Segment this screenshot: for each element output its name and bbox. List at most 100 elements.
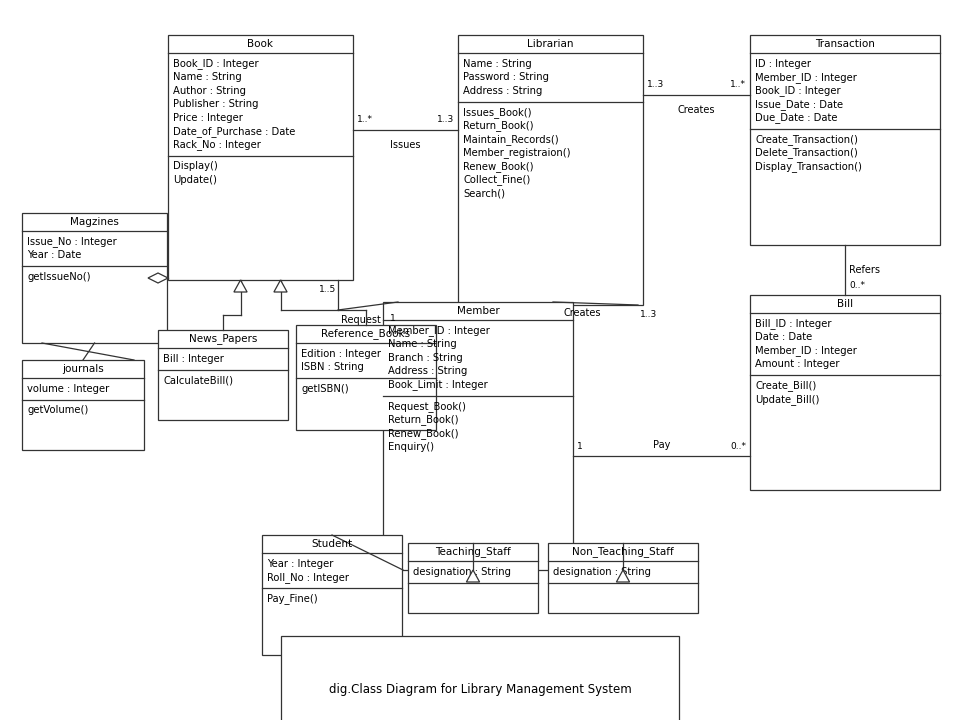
Text: News_Papers: News_Papers — [189, 333, 257, 344]
Text: Issue_No : Integer: Issue_No : Integer — [27, 236, 117, 247]
Text: Issue_Date : Date: Issue_Date : Date — [755, 99, 843, 109]
Text: Branch : String: Branch : String — [388, 353, 463, 363]
Text: 1..3: 1..3 — [640, 310, 658, 319]
Text: Bill: Bill — [837, 299, 853, 309]
Bar — [383, 302, 573, 570]
Text: Member: Member — [457, 306, 499, 316]
Text: Maintain_Records(): Maintain_Records() — [463, 134, 559, 145]
Text: 1: 1 — [577, 442, 583, 451]
Bar — [750, 35, 940, 245]
Text: Issues_Book(): Issues_Book() — [463, 107, 532, 117]
Text: Enquiry(): Enquiry() — [388, 442, 434, 451]
Text: Pay_Fine(): Pay_Fine() — [267, 593, 318, 604]
Bar — [262, 535, 402, 655]
Text: dig.Class Diagram for Library Management System: dig.Class Diagram for Library Management… — [328, 683, 632, 696]
Text: Address : String: Address : String — [463, 86, 542, 96]
Bar — [22, 360, 144, 450]
Bar — [548, 543, 698, 613]
Text: Non_Teaching_Staff: Non_Teaching_Staff — [572, 546, 674, 557]
Polygon shape — [467, 570, 480, 582]
Text: Due_Date : Date: Due_Date : Date — [755, 112, 837, 123]
Polygon shape — [234, 280, 247, 292]
Text: Create_Transaction(): Create_Transaction() — [755, 134, 858, 145]
Text: Delete_Transaction(): Delete_Transaction() — [755, 148, 857, 158]
Text: Rack_No : Integer: Rack_No : Integer — [173, 139, 261, 150]
Text: Search(): Search() — [463, 188, 505, 198]
Text: Book_ID : Integer: Book_ID : Integer — [755, 85, 841, 96]
Text: Collect_Fine(): Collect_Fine() — [463, 174, 530, 185]
Text: Member_ID : Integer: Member_ID : Integer — [755, 346, 857, 356]
Text: Author : String: Author : String — [173, 86, 246, 96]
Text: CalculateBill(): CalculateBill() — [163, 375, 233, 385]
Text: Amount : Integer: Amount : Integer — [755, 359, 839, 369]
Text: Transaction: Transaction — [815, 39, 875, 49]
Text: Book: Book — [248, 39, 274, 49]
Text: journals: journals — [62, 364, 104, 374]
Text: Create_Bill(): Create_Bill() — [755, 380, 816, 391]
Text: Year : Date: Year : Date — [27, 251, 82, 260]
Text: Member_ID : Integer: Member_ID : Integer — [388, 325, 490, 336]
Bar — [458, 35, 643, 305]
Text: ID : Integer: ID : Integer — [755, 59, 811, 68]
Text: Creates: Creates — [678, 105, 715, 115]
Text: Student: Student — [311, 539, 352, 549]
Text: Update(): Update() — [173, 175, 217, 185]
Text: 1..*: 1..* — [730, 80, 746, 89]
Text: Return_Book(): Return_Book() — [388, 414, 459, 426]
Text: Name : String: Name : String — [388, 339, 457, 349]
Text: 0..*: 0..* — [730, 442, 746, 451]
Text: Edition : Integer: Edition : Integer — [301, 348, 381, 359]
Text: Name : String: Name : String — [463, 59, 532, 68]
Text: Book_Limit : Integer: Book_Limit : Integer — [388, 379, 488, 390]
Text: Update_Bill(): Update_Bill() — [755, 394, 820, 405]
Text: Password : String: Password : String — [463, 72, 549, 82]
Text: Address : String: Address : String — [388, 366, 468, 377]
Bar — [296, 325, 436, 430]
Text: 0..*: 0..* — [849, 281, 865, 290]
Text: Refers: Refers — [849, 265, 880, 275]
Text: Publisher : String: Publisher : String — [173, 99, 258, 109]
Text: 1..3: 1..3 — [437, 115, 454, 124]
Text: Date_of_Purchase : Date: Date_of_Purchase : Date — [173, 126, 296, 137]
Text: Year : Integer: Year : Integer — [267, 559, 333, 569]
Text: Renew_Book(): Renew_Book() — [388, 428, 459, 438]
Polygon shape — [148, 273, 168, 283]
Text: ISBN : String: ISBN : String — [301, 362, 364, 372]
Bar — [408, 543, 538, 613]
Text: Roll_No : Integer: Roll_No : Integer — [267, 572, 349, 582]
Text: 1..*: 1..* — [357, 115, 373, 124]
Text: 1..3: 1..3 — [647, 80, 664, 89]
Text: Return_Book(): Return_Book() — [463, 120, 534, 131]
Text: Renew_Book(): Renew_Book() — [463, 161, 534, 171]
Text: volume : Integer: volume : Integer — [27, 384, 109, 394]
Text: Creates: Creates — [563, 308, 601, 318]
Polygon shape — [274, 280, 287, 292]
Text: Request: Request — [341, 315, 381, 325]
Text: Display(): Display() — [173, 161, 218, 171]
Text: Bill_ID : Integer: Bill_ID : Integer — [755, 318, 831, 329]
Text: Member_ID : Integer: Member_ID : Integer — [755, 72, 857, 83]
Bar — [22, 213, 167, 343]
Text: Request_Book(): Request_Book() — [388, 401, 466, 412]
Text: Price : Integer: Price : Integer — [173, 113, 243, 122]
Text: getISBN(): getISBN() — [301, 384, 348, 394]
Text: Book_ID : Integer: Book_ID : Integer — [173, 58, 258, 69]
Text: 1: 1 — [391, 314, 396, 323]
Text: Teaching_Staff: Teaching_Staff — [435, 546, 511, 557]
Text: Librarian: Librarian — [527, 39, 574, 49]
Text: designation : String: designation : String — [553, 567, 651, 577]
Text: Reference_Books: Reference_Books — [322, 328, 411, 339]
Text: Issues: Issues — [391, 140, 420, 150]
Text: getVolume(): getVolume() — [27, 405, 88, 415]
Text: Name : String: Name : String — [173, 72, 242, 82]
Text: Display_Transaction(): Display_Transaction() — [755, 161, 862, 171]
Text: Bill : Integer: Bill : Integer — [163, 354, 224, 364]
Bar — [158, 330, 288, 420]
Text: Pay: Pay — [653, 440, 670, 450]
Text: getIssueNo(): getIssueNo() — [27, 271, 90, 282]
Text: 1..5: 1..5 — [319, 285, 336, 294]
Polygon shape — [616, 570, 630, 582]
Bar — [750, 295, 940, 490]
Text: Magzines: Magzines — [70, 217, 119, 227]
Text: Date : Date: Date : Date — [755, 332, 812, 342]
